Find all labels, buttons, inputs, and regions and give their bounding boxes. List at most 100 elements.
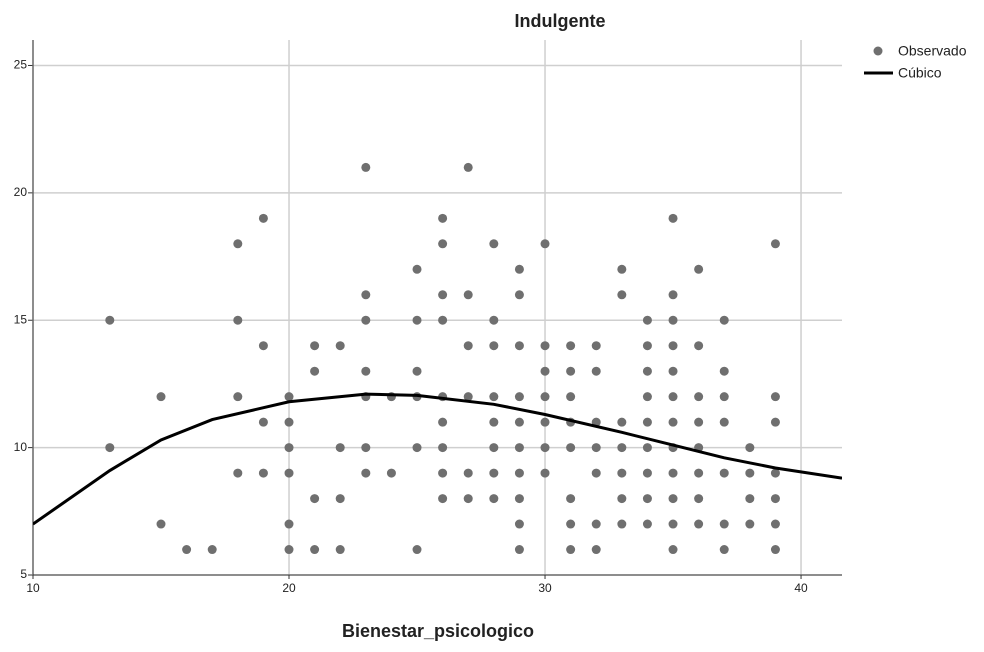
data-point: [489, 392, 499, 402]
data-point: [335, 494, 345, 504]
data-point: [540, 392, 550, 402]
data-point: [258, 468, 268, 478]
data-point: [719, 392, 729, 402]
data-point: [770, 494, 780, 504]
data-point: [668, 519, 678, 529]
data-point: [617, 494, 627, 504]
data-point: [694, 392, 704, 402]
data-point: [642, 366, 652, 376]
data-point: [745, 468, 755, 478]
data-point: [719, 366, 729, 376]
data-point: [489, 239, 499, 249]
data-point: [258, 417, 268, 427]
x-tick-label: 40: [794, 581, 808, 595]
data-point: [540, 443, 550, 453]
data-point: [719, 468, 729, 478]
data-point: [540, 366, 550, 376]
data-point: [489, 468, 499, 478]
y-tick-label: 25: [14, 58, 28, 72]
data-point: [438, 494, 448, 504]
data-point: [514, 519, 524, 529]
data-point: [284, 468, 294, 478]
data-point: [156, 519, 166, 529]
data-point: [310, 341, 320, 351]
data-point: [770, 417, 780, 427]
data-point: [207, 545, 217, 555]
data-point: [182, 545, 192, 555]
data-point: [361, 443, 371, 453]
data-point: [719, 315, 729, 325]
data-point: [438, 239, 448, 249]
fit-line: [33, 392, 842, 526]
data-point: [463, 494, 473, 504]
data-point: [310, 545, 320, 555]
data-point: [591, 519, 601, 529]
data-point: [591, 366, 601, 376]
data-point: [566, 443, 576, 453]
data-point: [642, 519, 652, 529]
data-point: [463, 341, 473, 351]
data-point: [361, 290, 371, 300]
data-point: [719, 519, 729, 529]
legend-marker: [873, 46, 883, 56]
data-point: [335, 545, 345, 555]
data-point: [310, 494, 320, 504]
data-point: [719, 545, 729, 555]
data-point: [642, 468, 652, 478]
data-point: [566, 494, 576, 504]
data-point: [591, 545, 601, 555]
data-point: [463, 162, 473, 172]
data-point: [566, 392, 576, 402]
data-point: [438, 290, 448, 300]
data-point: [361, 162, 371, 172]
data-point: [412, 315, 422, 325]
data-point: [233, 239, 243, 249]
data-point: [284, 392, 294, 402]
data-point: [694, 417, 704, 427]
data-point: [284, 443, 294, 453]
x-tick-label: 30: [538, 581, 552, 595]
data-point: [463, 290, 473, 300]
data-point: [591, 341, 601, 351]
data-point: [642, 315, 652, 325]
data-point: [438, 443, 448, 453]
data-point: [694, 468, 704, 478]
data-point: [694, 341, 704, 351]
data-point: [489, 443, 499, 453]
data-point: [770, 392, 780, 402]
data-point: [617, 443, 627, 453]
data-point: [566, 366, 576, 376]
data-point: [642, 392, 652, 402]
data-point: [438, 213, 448, 223]
data-point: [668, 213, 678, 223]
y-tick-label: 15: [14, 312, 28, 326]
data-point: [412, 264, 422, 274]
data-point: [566, 545, 576, 555]
data-point: [361, 315, 371, 325]
data-point: [617, 290, 627, 300]
data-point: [642, 341, 652, 351]
data-point: [284, 545, 294, 555]
data-point: [284, 417, 294, 427]
data-point: [514, 468, 524, 478]
data-point: [335, 443, 345, 453]
data-point: [361, 366, 371, 376]
data-point: [438, 315, 448, 325]
data-point: [310, 366, 320, 376]
data-point: [642, 443, 652, 453]
data-point: [514, 392, 524, 402]
data-point: [514, 341, 524, 351]
data-point: [412, 545, 422, 555]
data-point: [617, 264, 627, 274]
data-point: [105, 315, 115, 325]
data-point: [668, 417, 678, 427]
data-point: [489, 315, 499, 325]
data-point: [412, 443, 422, 453]
data-point: [514, 264, 524, 274]
data-point: [745, 494, 755, 504]
data-point: [566, 519, 576, 529]
data-point: [489, 417, 499, 427]
data-point: [438, 468, 448, 478]
y-tick-label: 5: [20, 567, 27, 581]
